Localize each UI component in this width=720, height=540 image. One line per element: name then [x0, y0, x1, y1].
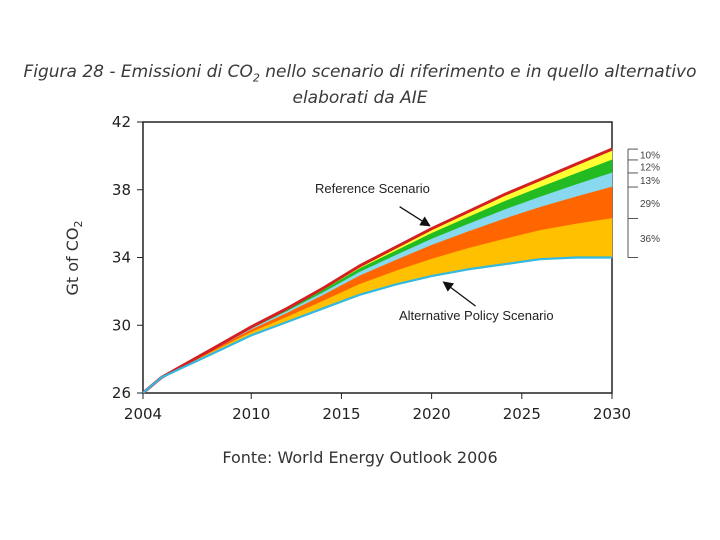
share-label-10pct: 10%: [640, 151, 660, 162]
alternative-scenario-label: Alternative Policy Scenario: [399, 308, 554, 323]
y-tick-label-26: 26: [112, 384, 131, 402]
chart-title: Figura 28 - Emissioni di CO2 nello scena…: [0, 62, 720, 109]
alternative-scenario-line: [142, 256, 612, 394]
x-tick-label-2015: 2015: [322, 405, 360, 423]
y-tick-label-30: 30: [112, 316, 131, 334]
share-label-29pct: 29%: [640, 199, 660, 210]
reference-scenario-label: Reference Scenario: [315, 181, 430, 196]
y-tick-label-34: 34: [112, 249, 131, 267]
x-tick-label-2020: 2020: [413, 405, 451, 423]
y-tick-label-38: 38: [112, 181, 131, 199]
x-tick-label-2004: 2004: [124, 405, 162, 423]
reference-scenario-line: [142, 147, 613, 395]
chart-title-line2: elaborati da AIE: [292, 88, 428, 109]
chart-title-line1: Figura 28 - Emissioni di CO2 nello scena…: [0, 62, 720, 88]
title-suffix: nello scenario di riferimento e in quell…: [259, 62, 697, 82]
share-label-36pct: 36%: [640, 234, 660, 245]
x-tick-label-2030: 2030: [593, 405, 631, 423]
alternative-arrow: [442, 281, 477, 307]
reference-arrow: [399, 206, 431, 227]
x-tick-label-2010: 2010: [232, 405, 270, 423]
y-axis-label: Gt of CO2: [63, 220, 85, 295]
title-subscript: 2: [252, 71, 260, 85]
share-label-12pct: 12%: [640, 162, 660, 173]
title-prefix: Figura 28 - Emissioni di CO: [23, 62, 253, 82]
source-note: Fonte: World Energy Outlook 2006: [222, 448, 498, 467]
x-tick-label-2025: 2025: [503, 405, 541, 423]
share-label-13pct: 13%: [640, 176, 660, 187]
y-tick-label-42: 42: [112, 113, 131, 131]
